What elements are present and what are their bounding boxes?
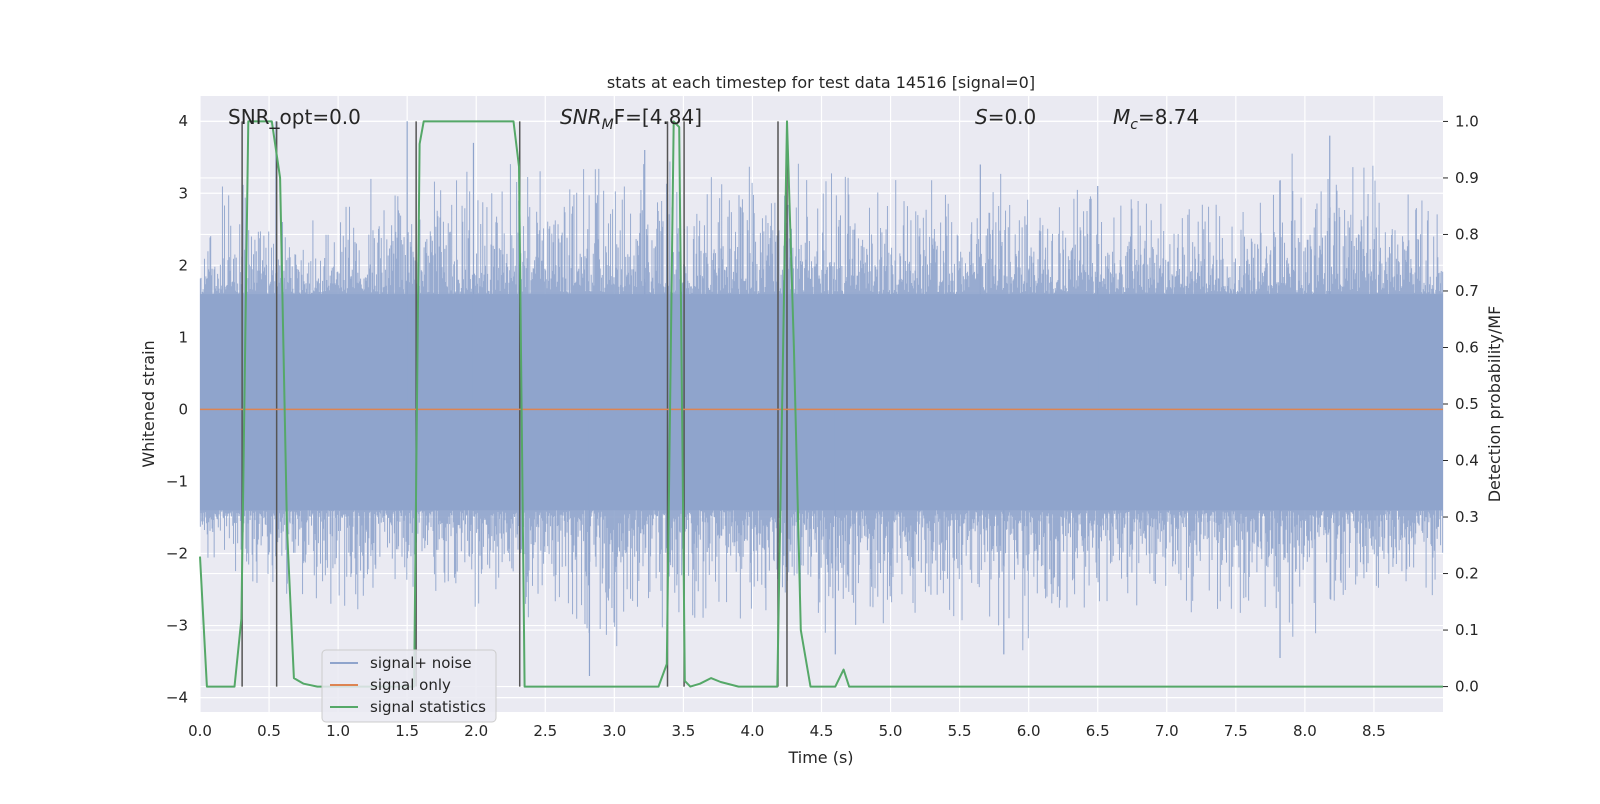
y-right-tick-label: 0.1	[1455, 621, 1479, 639]
y-right-tick-label: 0.8	[1455, 225, 1479, 243]
snr-mf-sub: M	[602, 117, 614, 133]
x-tick-label: 2.0	[464, 722, 488, 740]
y-left-tick-label: 2	[178, 256, 188, 274]
axis-layer: 0.0 0.5 1.0 1.5 2.0 2.5 3.0 3.5 4.0 4.5 5.0 5.5 6.0 6…	[166, 112, 1479, 740]
mc-sub: c	[1130, 117, 1138, 133]
x-tick-label: 8.5	[1362, 722, 1386, 740]
y-left-tick-label: −4	[166, 689, 188, 707]
mc-main: M	[1113, 105, 1130, 129]
line-series-layer	[199, 120, 1443, 688]
y-right-tick-label: 0.2	[1455, 565, 1479, 583]
x-tick-label: 5.0	[879, 722, 903, 740]
x-tick-label: 6.0	[1017, 722, 1041, 740]
x-tick-label: 1.0	[326, 722, 350, 740]
y-right-tick-label: 0.0	[1455, 678, 1479, 696]
legend-label-statistics: signal statistics	[370, 698, 486, 716]
snr-opt-annotation: SNR_opt=0.0	[228, 105, 361, 129]
y-left-tick-label: 3	[178, 184, 188, 202]
mc-rest: =8.74	[1138, 105, 1199, 129]
noise-core-band	[200, 294, 1443, 511]
legend-label-noise: signal+ noise	[370, 654, 472, 672]
x-tick-label: 8.0	[1293, 722, 1317, 740]
x-tick-label: 7.5	[1224, 722, 1248, 740]
x-tick-label: 4.5	[810, 722, 834, 740]
snr-mf-main: SNR	[560, 105, 602, 129]
x-tick-label: 6.5	[1086, 722, 1110, 740]
x-tick-label: 7.0	[1155, 722, 1179, 740]
legend-label-signal-only: signal only	[370, 676, 451, 694]
y-right-tick-label: 0.7	[1455, 282, 1479, 300]
y-right-tick-label: 1.0	[1455, 112, 1479, 130]
s-main: S	[975, 105, 988, 129]
chart-title: stats at each timestep for test data 145…	[607, 73, 1035, 92]
x-tick-label: 2.5	[533, 722, 557, 740]
x-tick-label: 4.0	[741, 722, 765, 740]
s-annotation: S=0.0	[975, 105, 1036, 129]
snr-mf-rest: F=[4.84]	[614, 105, 702, 129]
y-left-tick-label: −2	[166, 544, 188, 562]
x-tick-label: 5.5	[948, 722, 972, 740]
x-tick-label: 1.5	[395, 722, 419, 740]
x-tick-label: 0.5	[257, 722, 281, 740]
legend-box	[321, 649, 497, 723]
x-tick-label: 3.5	[671, 722, 695, 740]
y-right-tick-label: 0.5	[1455, 395, 1479, 413]
x-tick-label: 0.0	[188, 722, 212, 740]
y-left-tick-label: −1	[166, 472, 188, 490]
mc-annotation: Mc=8.74	[1113, 105, 1199, 133]
y-right-tick-label: 0.3	[1455, 508, 1479, 526]
y-axis-label-left: Whitened strain	[139, 340, 158, 467]
signal-statistics-line	[199, 120, 1443, 688]
y-left-tick-label: 0	[178, 400, 188, 418]
noise-series	[199, 121, 1444, 676]
y-right-tick-label: 0.6	[1455, 338, 1479, 356]
x-axis-label: Time (s)	[787, 748, 853, 767]
y-left-tick-label: −3	[166, 617, 188, 635]
legend: signal+ noise signal only signal statist…	[321, 649, 497, 723]
y-axis-label-right: Detection probability/MF	[1485, 306, 1504, 503]
x-tick-label: 3.0	[602, 722, 626, 740]
s-rest: =0.0	[988, 105, 1037, 129]
y-right-tick-label: 0.9	[1455, 169, 1479, 187]
y-left-tick-label: 4	[178, 112, 188, 130]
y-right-tick-label: 0.4	[1455, 452, 1479, 470]
y-left-tick-label: 1	[178, 328, 188, 346]
snr-mf-annotation: SNRMF=[4.84]	[560, 105, 702, 133]
